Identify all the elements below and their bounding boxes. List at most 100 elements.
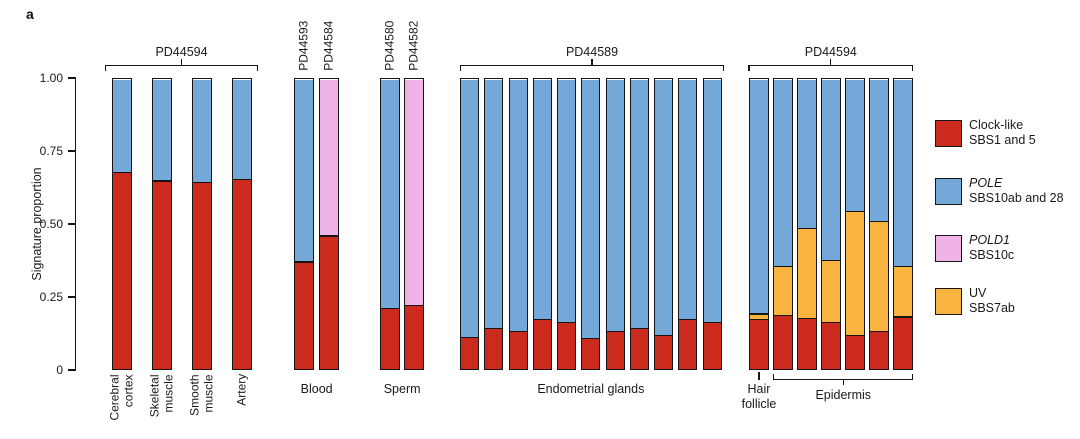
bar-top-label-text: PD44584 <box>321 20 336 71</box>
legend-label-clock: Clock-like SBS1 and 5 <box>969 118 1036 148</box>
segment-pole <box>630 79 648 329</box>
segment-divider <box>774 265 793 267</box>
segment-pold1 <box>405 79 424 306</box>
bracket-label: PD44589 <box>565 45 619 59</box>
segment-uv <box>750 314 768 320</box>
segment-clock <box>558 322 576 369</box>
segment-clock <box>295 261 313 369</box>
bracket-line <box>459 64 725 66</box>
bracket-end-tick <box>911 64 914 71</box>
legend-swatch-pole <box>935 178 962 205</box>
segment-pole <box>192 79 211 183</box>
segment-clock <box>232 179 251 369</box>
bar-sperm-2 <box>404 78 425 370</box>
legend-swatch-pold1 <box>935 235 962 262</box>
segment-clock <box>405 305 424 369</box>
bar-endometrial-glands-3 <box>508 78 528 370</box>
legend-label-uv: UV SBS7ab <box>969 286 1015 316</box>
legend-label-line2: SBS7ab <box>969 301 1015 315</box>
bracket-center-tick <box>591 59 593 65</box>
segment-clock <box>750 319 768 369</box>
legend-label-line2: SBS10ab and 28 <box>969 191 1064 205</box>
y-tick-label: 0.25 <box>39 290 63 304</box>
bar-top-label: PD44580 <box>382 13 397 71</box>
y-axis-line <box>74 77 76 371</box>
segment-divider <box>381 307 399 309</box>
bar-skin-pd44594-2 <box>773 78 794 370</box>
legend-label-line1: Clock-like <box>969 118 1024 132</box>
bar-skin-pd44594-5 <box>845 78 866 370</box>
segment-pole <box>606 79 624 332</box>
bar-top-label: PD44582 <box>406 13 422 71</box>
segment-divider <box>703 322 721 324</box>
segment-clock <box>320 235 339 369</box>
segment-uv <box>870 221 889 332</box>
bar-bottom-label: Cerebral cortex <box>107 374 135 439</box>
group-label: Endometrial glands <box>537 382 645 396</box>
segment-divider <box>822 322 841 324</box>
segment-pold1 <box>320 79 339 236</box>
segment-divider <box>295 261 313 263</box>
segment-pole <box>870 79 889 222</box>
legend-swatch-uv <box>935 288 962 315</box>
segment-divider <box>152 180 171 182</box>
segment-pole <box>152 79 171 181</box>
bracket-end-tick <box>459 64 462 71</box>
segment-pole <box>558 79 576 323</box>
bar-skin-pd44594-6 <box>869 78 890 370</box>
segment-pole <box>509 79 527 332</box>
segment-divider <box>798 317 817 320</box>
bar-endometrial-glands-2 <box>484 78 504 370</box>
segment-clock <box>774 315 793 369</box>
group-label: Sperm <box>383 382 421 396</box>
segment-divider <box>582 337 600 340</box>
bar-skin-pd44594-7 <box>893 78 914 370</box>
bracket-center-tick <box>842 379 844 386</box>
bar-pd44594-tissues-2 <box>151 78 172 370</box>
legend-swatch-clock <box>935 120 962 147</box>
bar-sperm-1 <box>380 78 400 370</box>
segment-divider <box>112 171 131 173</box>
legend-label-line1: UV <box>969 286 987 300</box>
bar-pd44594-tissues-1 <box>111 78 132 370</box>
segment-pole <box>774 79 793 267</box>
y-tick-mark <box>68 150 75 152</box>
segment-clock <box>798 318 817 369</box>
segment-divider <box>533 319 551 321</box>
group-label: Hair follicle <box>741 382 777 411</box>
segment-uv <box>894 266 913 317</box>
segment-clock <box>509 331 527 369</box>
bar-top-label: PD44593 <box>296 13 311 71</box>
segment-divider <box>509 330 527 333</box>
segment-clock <box>192 182 211 369</box>
segment-clock <box>461 337 478 369</box>
segment-divider <box>846 335 865 337</box>
segment-pole <box>846 79 865 212</box>
segment-divider <box>894 316 913 318</box>
y-tick-mark <box>68 223 75 225</box>
segment-pole <box>655 79 673 336</box>
bar-endometrial-glands-11 <box>702 78 722 370</box>
bar-top-label-text: PD44593 <box>296 20 311 71</box>
bracket-end-tick <box>256 64 258 71</box>
segment-clock <box>679 319 697 369</box>
bracket-end-tick <box>912 373 914 380</box>
segment-divider <box>679 319 697 321</box>
segment-divider <box>774 314 793 317</box>
segment-clock <box>381 308 399 369</box>
segment-divider <box>894 265 913 267</box>
bracket-center-tick <box>830 59 832 65</box>
bracket-line <box>748 64 914 66</box>
segment-clock <box>846 335 865 369</box>
panel-label: a <box>26 6 34 22</box>
bracket-center-tick <box>180 59 183 65</box>
segment-clock <box>870 331 889 369</box>
y-tick-label: 1.00 <box>39 71 63 85</box>
segment-divider <box>822 259 841 262</box>
segment-pole <box>485 79 503 329</box>
segment-divider <box>320 235 339 237</box>
bracket-end-tick <box>105 64 107 71</box>
bar-endometrial-glands-5 <box>557 78 577 370</box>
bar-top-label-text: PD44582 <box>406 20 421 71</box>
bar-endometrial-glands-7 <box>605 78 625 370</box>
